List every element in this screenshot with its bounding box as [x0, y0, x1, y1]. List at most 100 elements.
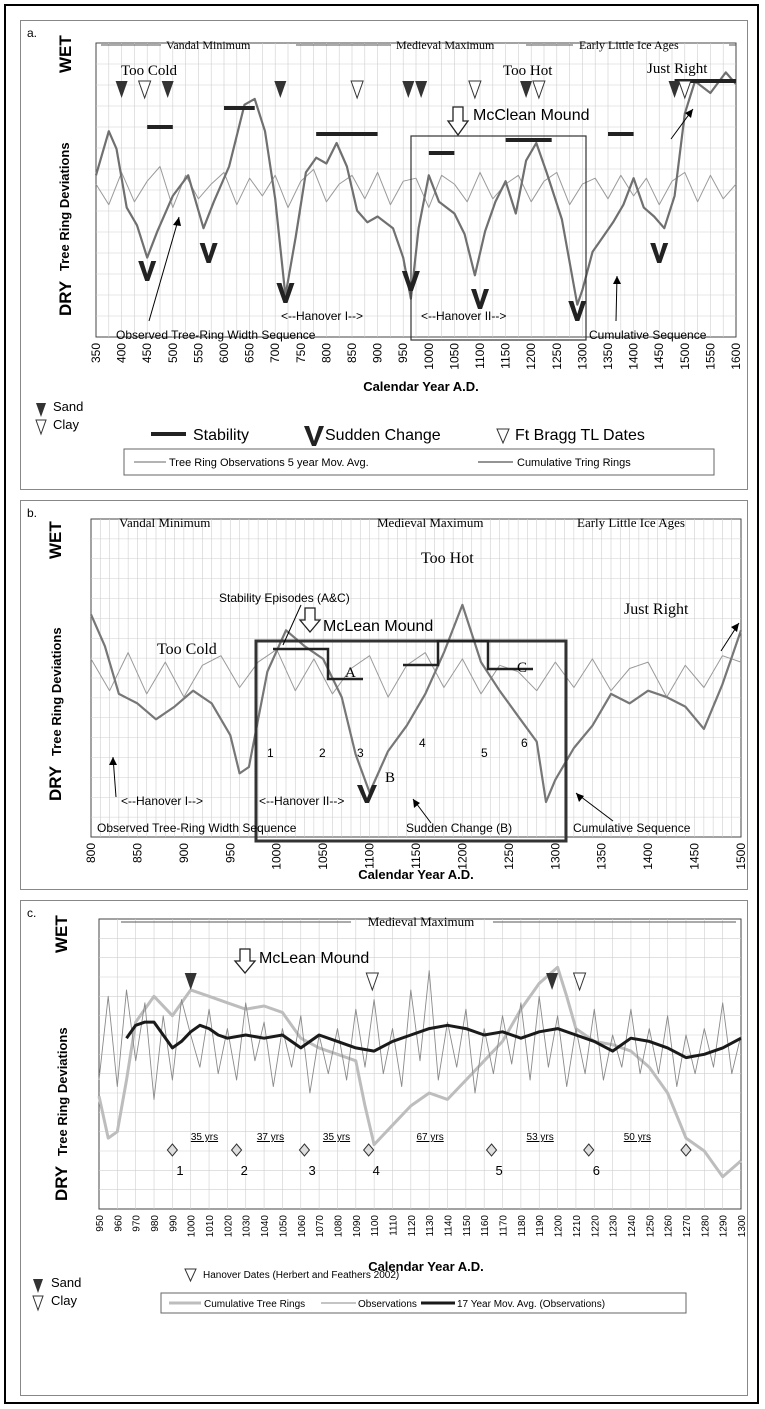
- interval-label: 35 yrs: [323, 1132, 350, 1143]
- annotation-too-hot: Too Hot: [421, 550, 474, 567]
- x-tick-label: 1180: [517, 1215, 528, 1237]
- x-tick-label: 1350: [595, 843, 609, 870]
- legend-sand: Sand: [51, 1275, 81, 1290]
- annotation-hanover-2: <--Hanover II-->: [259, 794, 344, 808]
- x-tick-label: 1070: [315, 1215, 326, 1238]
- sand-marker-icon: [115, 81, 128, 98]
- marker-number: 4: [373, 1163, 380, 1178]
- annotation-too-hot: Too Hot: [503, 63, 553, 79]
- x-axis-label: Calendar Year A.D.: [363, 379, 479, 394]
- x-tick-label: 1050: [278, 1215, 289, 1238]
- x-tick-label: 950: [223, 843, 237, 863]
- clay-marker-icon: [137, 80, 152, 100]
- diamond-marker-icon: [230, 1143, 243, 1157]
- markers: [115, 79, 736, 321]
- x-tick-label: 1300: [575, 343, 589, 370]
- period-vandal: Vandal Minimum: [166, 38, 251, 52]
- x-tick-label: 1250: [502, 843, 516, 870]
- legend-box: [123, 448, 715, 476]
- sand-marker-icon: [274, 81, 287, 98]
- x-tick-label: 1220: [590, 1215, 601, 1238]
- hanover-date-icon: [184, 1268, 197, 1283]
- stability-episode-c: [403, 639, 533, 671]
- x-tick-label: 1130: [425, 1215, 436, 1237]
- legend-avg: 17 Year Mov. Avg. (Observations): [457, 1299, 605, 1310]
- series-lines: [97, 965, 742, 1179]
- x-tick-label: 1100: [473, 343, 487, 369]
- x-axis-label: Calendar Year A.D.: [368, 1259, 484, 1274]
- arrowhead-icon: [173, 217, 181, 226]
- x-tick-label: 1450: [688, 843, 702, 870]
- hanover-box: [410, 135, 587, 341]
- x-tick-label: 1500: [678, 343, 692, 370]
- x-tick-label: 1170: [499, 1215, 510, 1237]
- sand-marker-icon: [668, 81, 681, 98]
- interval-label: 67 yrs: [416, 1132, 443, 1143]
- marker-number: 1: [176, 1163, 183, 1178]
- panel-a: a. Vandal Minimum Medieval Maximum Early…: [20, 20, 748, 490]
- clay-marker-icon: [678, 80, 692, 100]
- dry-label: DRY: [46, 765, 65, 801]
- clay-marker-icon: [572, 972, 587, 992]
- annotation-pointer: [148, 216, 180, 322]
- label-c: C: [517, 660, 527, 676]
- x-tick-label: 1080: [333, 1215, 344, 1238]
- x-tick-label: 980: [150, 1215, 161, 1232]
- annotation-too-cold: Too Cold: [121, 63, 178, 79]
- annotation-observed: Observed Tree-Ring Width Sequence: [116, 328, 316, 342]
- panel-c-svg: c. 35 yrs 37 yrs 35 yrs 67 yrs 53 yrs 50 yrs 1…: [27, 906, 748, 1314]
- x-tick-label: 1300: [737, 1215, 747, 1238]
- period-medieval: Medieval Maximum: [396, 38, 495, 52]
- label-6: 6: [521, 736, 528, 750]
- markers: [166, 972, 692, 1157]
- interval-label: 50 yrs: [624, 1132, 651, 1143]
- x-tick-label: 1290: [719, 1215, 730, 1238]
- x-tick-label: 1260: [664, 1215, 675, 1238]
- figure-frame: [4, 4, 759, 1404]
- legend-sand: Sand: [53, 399, 83, 414]
- legend-obs: Tree Ring Observations 5 year Mov. Avg.: [169, 457, 369, 469]
- x-tick-label: 1270: [682, 1215, 693, 1238]
- marker-number: 3: [308, 1163, 315, 1178]
- x-tick-label: 1040: [260, 1215, 271, 1238]
- annotation-too-cold: Too Cold: [157, 641, 217, 658]
- x-axis-label: Calendar Year A.D.: [358, 867, 474, 882]
- x-tick-label: 1500: [734, 843, 747, 870]
- grid: [91, 519, 741, 837]
- x-tick-label: 800: [84, 843, 98, 863]
- x-tick-label: 700: [268, 343, 282, 363]
- x-tick-label: 1240: [627, 1215, 638, 1238]
- clay-marker-icon: [532, 80, 546, 100]
- label-2: 2: [319, 746, 326, 760]
- x-tick-label: 1060: [297, 1215, 308, 1238]
- arrowhead-icon: [109, 757, 117, 765]
- clay-marker-icon: [365, 972, 380, 992]
- panel-letter: a.: [27, 26, 37, 40]
- series-lines: [89, 603, 743, 804]
- sand-marker-icon: [33, 1279, 43, 1293]
- y-axis-label: Tree Ring Deviations: [55, 1027, 70, 1156]
- x-tick-label: 1050: [447, 343, 461, 370]
- annotation-pointer: [282, 604, 302, 646]
- sudden-change-icon: [199, 243, 218, 263]
- x-tick-label: 1010: [205, 1215, 216, 1238]
- panel-letter: c.: [27, 906, 36, 920]
- annotation-just-right: Just Right: [647, 61, 708, 77]
- annotation-cumulative: Cumulative Sequence: [589, 328, 707, 342]
- x-tick-labels: 800 850 900 950 1000 1050 1100 1150 1200 1250 1300…: [84, 843, 748, 870]
- x-tick-label: 1210: [572, 1215, 583, 1238]
- x-tick-label: 1000: [422, 343, 436, 370]
- dry-label: DRY: [52, 1165, 71, 1201]
- marker-number: 2: [241, 1163, 248, 1178]
- series-lines: [94, 71, 737, 306]
- period-vandal: Vandal Minimum: [119, 515, 210, 530]
- arrowhead-icon: [413, 799, 420, 808]
- x-tick-label: 950: [95, 1215, 106, 1232]
- x-tick-label: 1020: [223, 1215, 234, 1238]
- x-tick-label: 850: [345, 343, 359, 363]
- x-tick-label: 950: [396, 343, 410, 363]
- annotation-hanover-1: <--Hanover I-->: [121, 794, 203, 808]
- legend-tl: Ft Bragg TL Dates: [515, 427, 645, 444]
- sand-marker-icon: [36, 403, 46, 417]
- arrowhead-icon: [576, 793, 584, 802]
